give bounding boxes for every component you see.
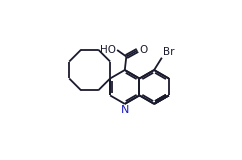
Text: HO: HO	[100, 45, 116, 55]
Text: O: O	[139, 45, 148, 55]
Text: Br: Br	[163, 47, 174, 57]
Text: N: N	[121, 105, 129, 116]
